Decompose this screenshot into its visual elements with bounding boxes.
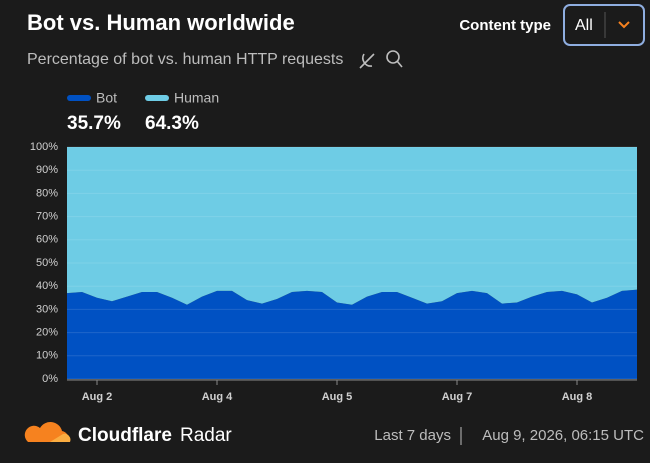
y-tick-label: 0% — [42, 373, 58, 385]
timestamp: Aug 9, 2026, 06:15 UTC — [482, 427, 644, 444]
y-tick-label: 70% — [36, 211, 58, 223]
area-1 — [67, 147, 637, 305]
period: Last 7 days — [374, 427, 451, 444]
legend-value: 64.3% — [145, 113, 199, 134]
y-tick-label: 40% — [36, 280, 58, 292]
area-0 — [67, 289, 637, 379]
x-tick-label: Aug 2 — [82, 391, 113, 403]
y-tick-label: 20% — [36, 327, 58, 339]
plot: 0% 10% 20% 30% 40% 50% 60% 70% 80% 90% 100% Aug 2 Au… — [30, 141, 637, 403]
y-tick-label: 50% — [36, 257, 58, 269]
x-tick-label: Aug 8 — [562, 391, 593, 403]
legend-swatch — [145, 95, 169, 101]
y-tick-label: 80% — [36, 187, 58, 199]
y-tick-label: 60% — [36, 234, 58, 246]
x-tick-label: Aug 5 — [322, 391, 353, 403]
brand: Cloudflare — [78, 425, 172, 446]
x-tick-label: Aug 7 — [442, 391, 473, 403]
select-arrow[interactable] — [618, 21, 630, 29]
logo — [24, 422, 71, 442]
subtitle: Percentage of bot vs. human HTTP request… — [27, 51, 343, 68]
legend: Bot 35.7% Human 64.3% — [67, 90, 219, 134]
icon-satellite — [359, 53, 375, 69]
filter-select[interactable] — [563, 4, 645, 46]
legend-label: Bot — [96, 90, 117, 106]
x-tick-label: Aug 4 — [202, 391, 233, 403]
logo-cloud — [24, 422, 69, 442]
subtitle-icons — [359, 50, 403, 69]
legend-value: 35.7% — [67, 113, 121, 134]
icon-zoom-handle — [396, 60, 403, 68]
icon-zoom — [386, 50, 400, 64]
legend-label: Human — [174, 90, 219, 106]
filter-label: Content type — [459, 17, 551, 34]
y-tick-label: 30% — [36, 303, 58, 315]
product: Radar — [180, 425, 232, 446]
logo-cloud-small — [50, 433, 71, 442]
filter-value[interactable]: All — [575, 17, 593, 34]
title: Bot vs. Human worldwide — [27, 10, 295, 35]
y-tick-label: 100% — [30, 141, 58, 153]
y-tick-label: 90% — [36, 164, 58, 176]
y-tick-label: 10% — [36, 350, 58, 362]
legend-swatch — [67, 95, 91, 101]
